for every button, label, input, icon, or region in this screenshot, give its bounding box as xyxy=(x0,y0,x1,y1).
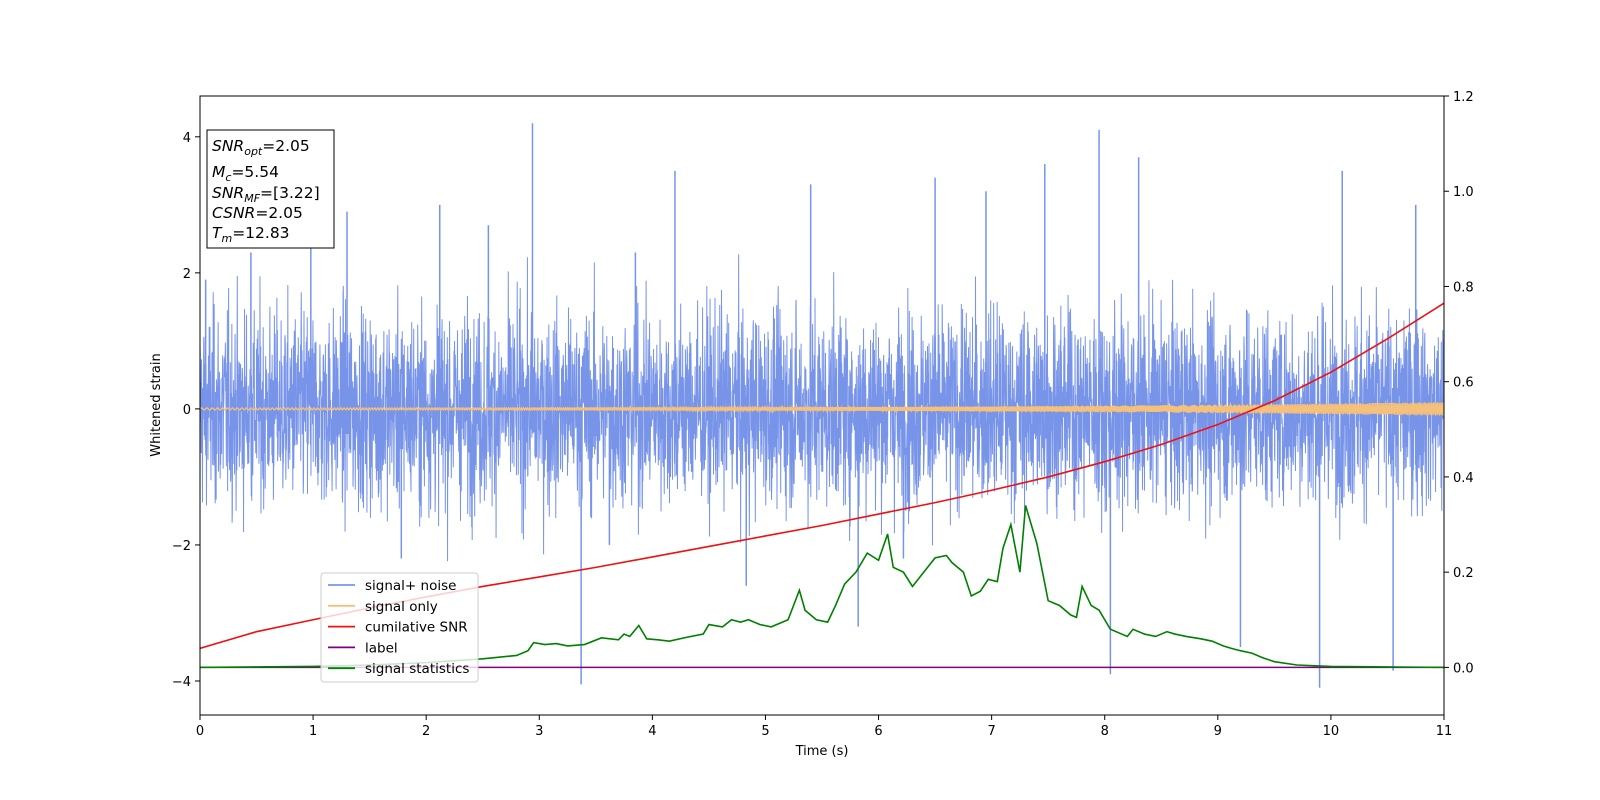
y2-tick-label: 0.6 xyxy=(1453,376,1474,391)
series-signal-noise-spikes xyxy=(204,123,1417,688)
series-signal-only xyxy=(200,402,1444,416)
y-tick-label: 2 xyxy=(183,267,191,282)
series-signal-statistics xyxy=(200,505,1444,669)
y2-tick-label: 0.2 xyxy=(1453,566,1474,581)
y-axis-right: 0.0 0.2 0.4 0.6 0.8 1.0 1.2 xyxy=(1444,90,1474,676)
y-tick-label: 4 xyxy=(183,131,191,146)
x-tick-label: 10 xyxy=(1323,724,1340,739)
y-axis-label: Whitened strain xyxy=(149,353,164,456)
annotation-line: CSNR=2.05 xyxy=(212,204,303,222)
x-tick-label: 5 xyxy=(761,724,769,739)
x-tick-label: 8 xyxy=(1101,724,1109,739)
annotation-line: SNRopt=2.05 xyxy=(212,137,310,158)
y2-tick-label: 0.4 xyxy=(1453,471,1474,486)
legend-label: signal only xyxy=(365,599,438,615)
legend: signal+ noise signal only cumilative SNR la… xyxy=(320,572,479,683)
x-axis-label: Time (s) xyxy=(795,744,849,759)
x-tick-label: 1 xyxy=(309,724,317,739)
annotation-line: Mc=5.54 xyxy=(212,163,279,184)
annotation-frame xyxy=(206,129,335,249)
annotation-line: SNRMF=[3.22] xyxy=(212,184,320,205)
y2-tick-label: 1.2 xyxy=(1453,90,1474,105)
y2-tick-label: 1.0 xyxy=(1453,185,1474,200)
x-tick-label: 11 xyxy=(1436,724,1453,739)
legend-frame xyxy=(320,572,479,683)
y-tick-label: −2 xyxy=(172,539,191,554)
y2-tick-label: 0.8 xyxy=(1453,280,1474,295)
y-axis-left: −4 −2 0 2 4 xyxy=(172,131,200,690)
y-tick-label: −4 xyxy=(172,675,191,690)
x-tick-label: 2 xyxy=(422,724,430,739)
x-tick-label: 6 xyxy=(874,724,882,739)
legend-label: signal+ noise xyxy=(365,578,456,594)
plot-frame xyxy=(199,95,1445,716)
x-tick-label: 0 xyxy=(196,724,204,739)
annotation-line: Tm=12.83 xyxy=(212,224,290,245)
legend-label: cumilative SNR xyxy=(365,620,468,636)
x-tick-label: 9 xyxy=(1214,724,1222,739)
x-axis: 0 1 2 3 4 5 6 7 8 9 10 11 xyxy=(196,715,1452,739)
x-tick-label: 4 xyxy=(648,724,656,739)
x-tick-label: 3 xyxy=(535,724,543,739)
legend-label: signal statistics xyxy=(365,661,469,677)
legend-label: label xyxy=(365,640,398,656)
y2-tick-label: 0.0 xyxy=(1453,661,1474,676)
series-signal-noise xyxy=(200,254,1444,562)
series-layer xyxy=(200,123,1444,688)
y-tick-label: 0 xyxy=(183,403,191,418)
x-tick-label: 7 xyxy=(987,724,995,739)
